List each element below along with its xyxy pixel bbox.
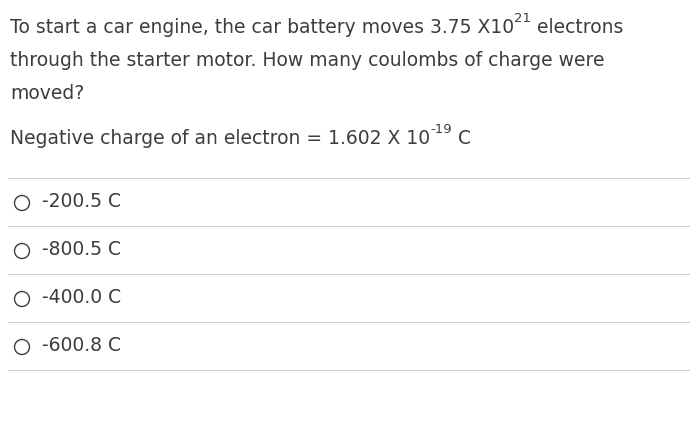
Text: C: C <box>452 129 470 148</box>
Text: through the starter motor. How many coulombs of charge were: through the starter motor. How many coul… <box>10 51 604 70</box>
Text: 21: 21 <box>514 12 531 25</box>
Text: To start a car engine, the car battery moves 3.75 X10: To start a car engine, the car battery m… <box>10 18 514 37</box>
Text: Negative charge of an electron = 1.602 X 10: Negative charge of an electron = 1.602 X… <box>10 129 430 148</box>
Text: -200.5 C: -200.5 C <box>42 192 121 211</box>
Text: -800.5 C: -800.5 C <box>42 240 121 259</box>
Text: -19: -19 <box>430 123 452 136</box>
Text: moved?: moved? <box>10 84 84 103</box>
Text: -600.8 C: -600.8 C <box>42 336 121 355</box>
Text: -400.0 C: -400.0 C <box>42 288 121 307</box>
Text: electrons: electrons <box>531 18 624 37</box>
